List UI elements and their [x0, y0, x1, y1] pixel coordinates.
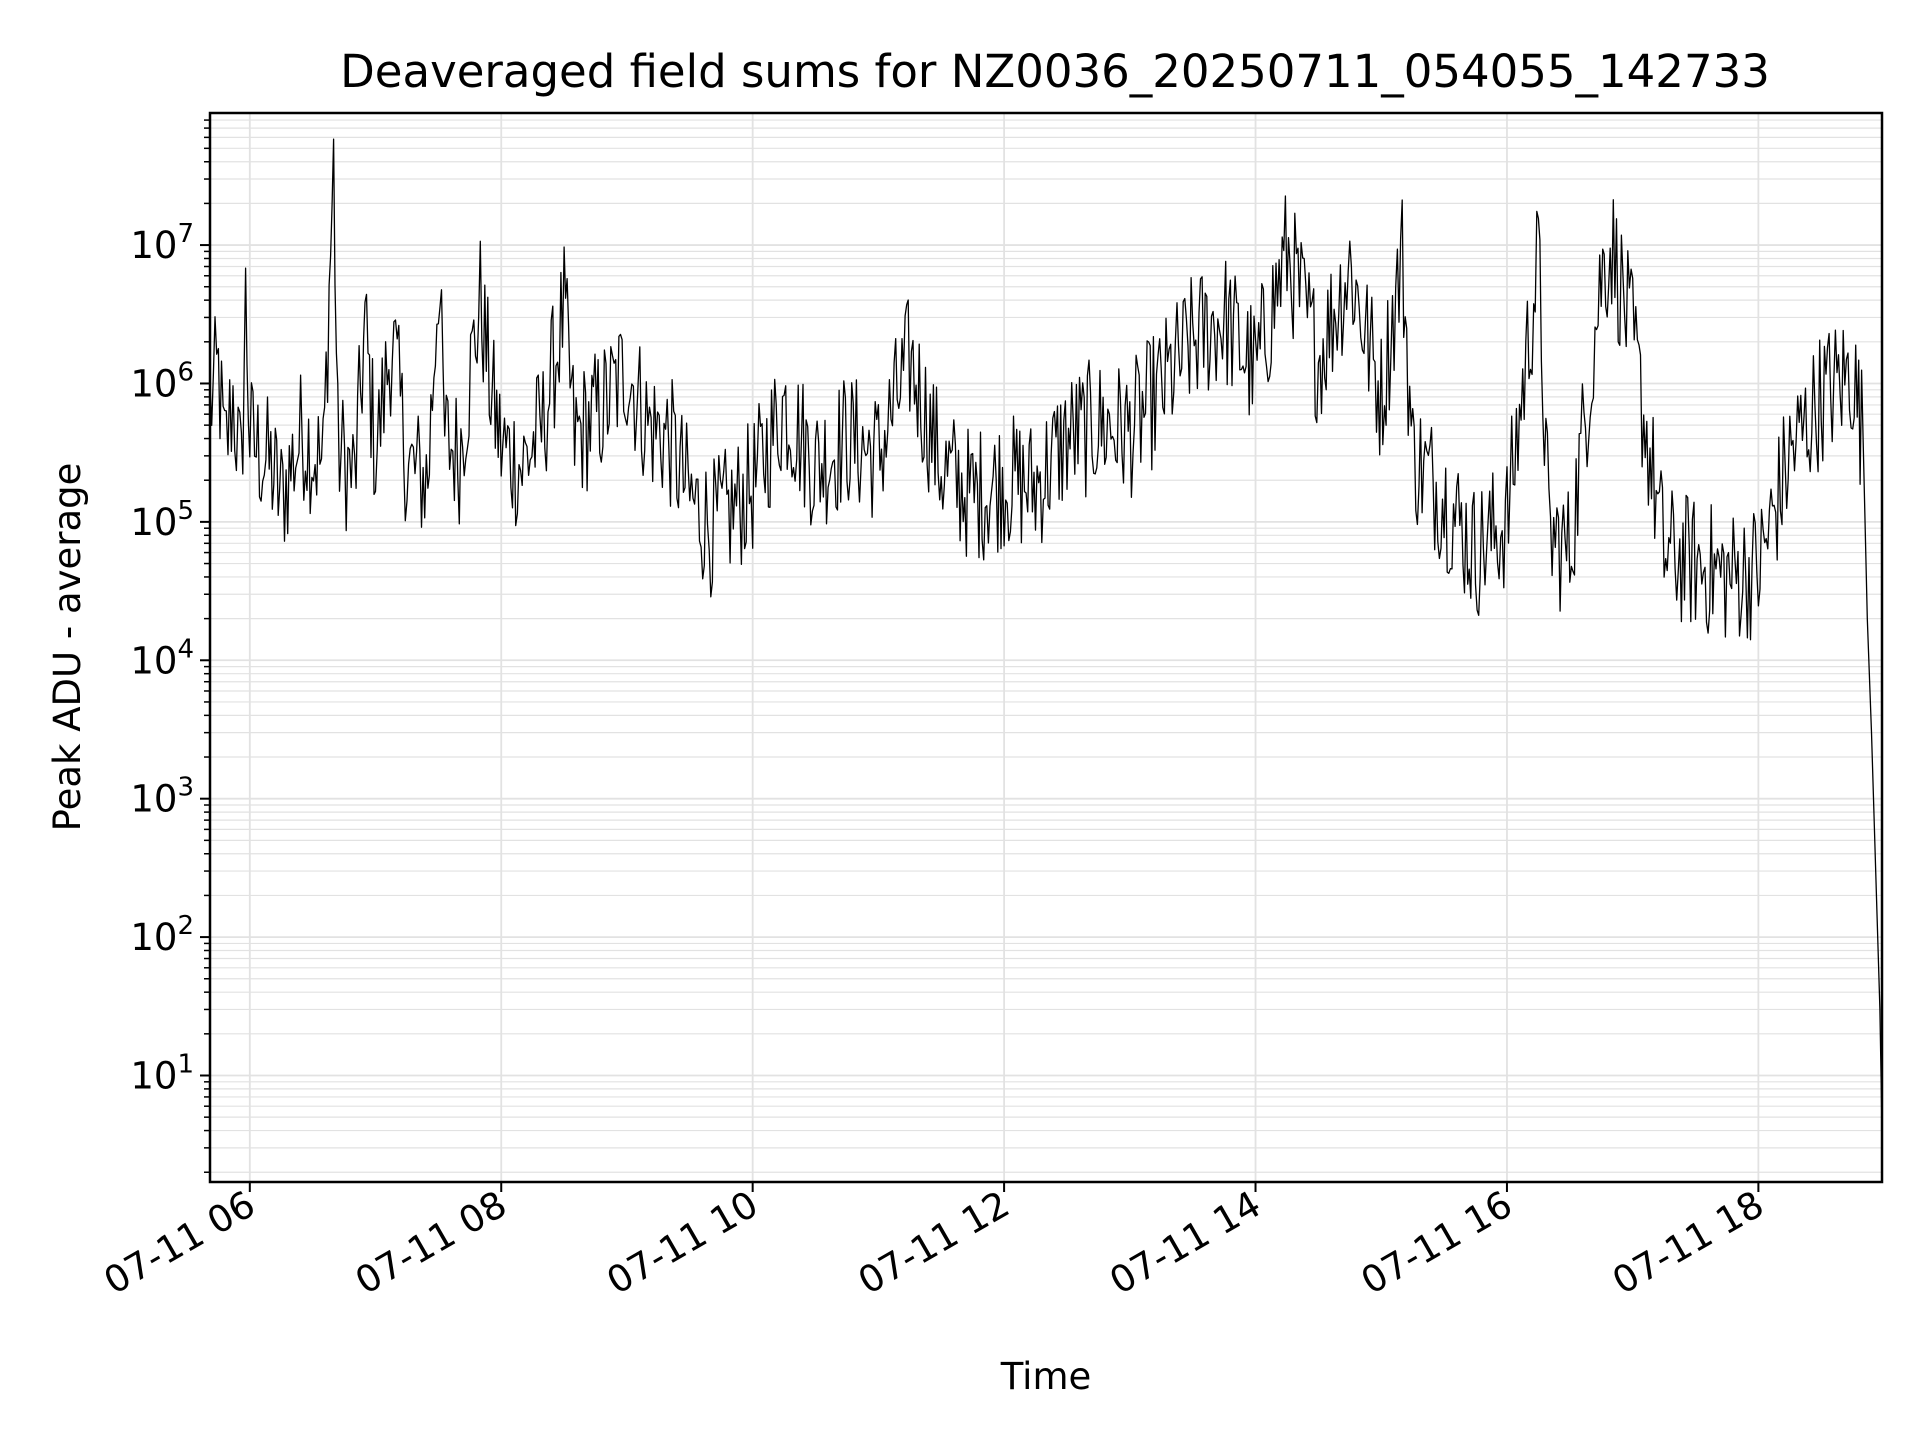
y-tick-label-base: 10	[130, 501, 177, 544]
y-axis-label: Peak ADU - average	[46, 463, 89, 832]
y-tick-label-exponent: 7	[177, 219, 194, 249]
y-tick-label-exponent: 1	[177, 1049, 194, 1079]
y-tick-label-exponent: 5	[177, 496, 194, 526]
y-tick-label-exponent: 3	[177, 773, 194, 803]
y-tick-label: 107	[130, 219, 194, 267]
series-layer	[209, 138, 1883, 1131]
y-tick-label-base: 10	[130, 916, 177, 959]
series-line	[209, 138, 1883, 1131]
y-tick-label-base: 10	[130, 224, 177, 267]
x-axis-label: Time	[1000, 1355, 1092, 1398]
y-tick-label-base: 10	[130, 639, 177, 682]
y-tick-label-base: 10	[130, 362, 177, 405]
y-tick-label: 103	[130, 773, 194, 821]
y-tick-label: 106	[130, 357, 194, 405]
chart-title: Deaveraged field sums for NZ0036_2025071…	[340, 45, 1770, 98]
y-tick-label: 101	[130, 1049, 194, 1097]
y-tick-label: 102	[130, 911, 194, 959]
plot-frame	[208, 111, 1884, 1184]
minor-gridlines	[210, 119, 1882, 1173]
y-tick-label-exponent: 6	[177, 357, 194, 387]
y-tick-label-base: 10	[130, 1054, 177, 1097]
y-tick-label: 104	[130, 634, 194, 682]
y-tick-label-base: 10	[130, 778, 177, 821]
y-tick-label-exponent: 2	[177, 911, 194, 941]
y-tick-label-exponent: 4	[177, 634, 194, 664]
y-tick-label: 105	[130, 496, 194, 544]
